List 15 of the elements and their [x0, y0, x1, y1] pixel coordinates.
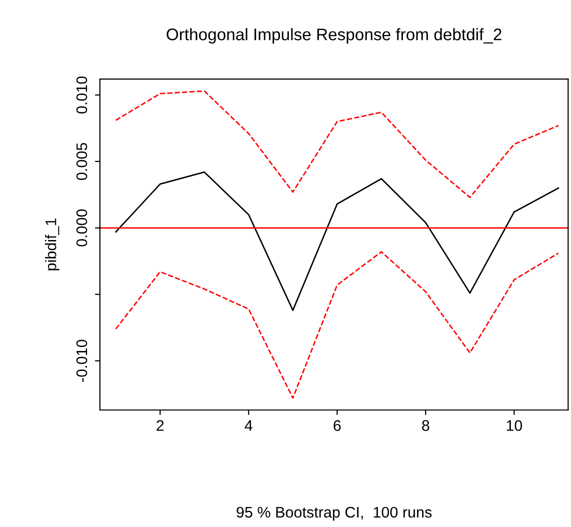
- y-tick-label: -0.010: [76, 340, 88, 382]
- y-tick-label: 0.010: [76, 76, 88, 114]
- x-tick-label: 4: [244, 420, 252, 431]
- line-series: [115, 251, 560, 399]
- x-tick-label: 10: [506, 420, 522, 431]
- x-tick-label: 6: [334, 420, 341, 431]
- x-tick-label: 8: [422, 420, 430, 431]
- line-series: [115, 90, 560, 198]
- y-axis-title: pibdif_1: [45, 218, 60, 270]
- line-series: [115, 171, 560, 312]
- chart-title: Orthogonal Impulse Response from debtdif_2: [166, 28, 502, 44]
- y-tick-label: 0.005: [76, 142, 88, 180]
- text: 95 % Bootstrap CI, 100 runs: [236, 506, 432, 521]
- y-tick-label: 0.000: [76, 209, 88, 246]
- x-tick-label: 2: [156, 420, 164, 431]
